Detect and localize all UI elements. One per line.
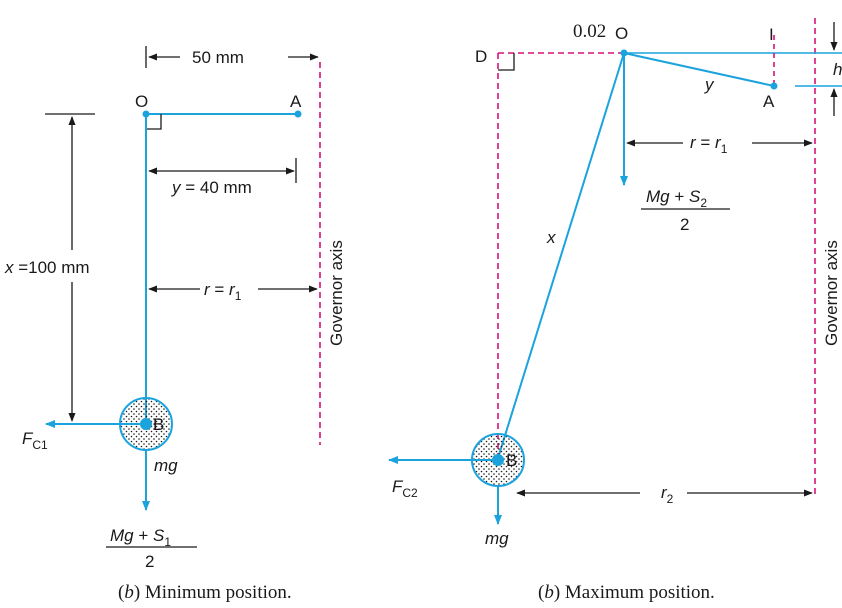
right-dimr2-label: r2 bbox=[661, 483, 674, 506]
right-label-x: x bbox=[546, 228, 556, 247]
right-label-i: I bbox=[769, 25, 774, 44]
right-mg-label: mg bbox=[485, 529, 509, 548]
left-force-fc1-label: FC1 bbox=[22, 429, 48, 452]
right-label-d: D bbox=[475, 47, 487, 66]
right-arm-oa bbox=[623, 52, 775, 87]
right-caption: (b) Maximum position. bbox=[538, 582, 715, 603]
left-pivot-a bbox=[294, 110, 302, 118]
right-load-denominator: 2 bbox=[680, 215, 689, 234]
right-load-numerator: Mg + S2 bbox=[646, 187, 707, 210]
right-label-o: O bbox=[615, 24, 628, 43]
left-label-b: B bbox=[153, 415, 164, 434]
left-right-angle-mark bbox=[146, 114, 162, 130]
right-force-fc2-label: FC2 bbox=[392, 477, 418, 500]
right-dimr1-label: r = r1 bbox=[690, 133, 728, 156]
right-label-y: y bbox=[704, 75, 715, 94]
left-dimx-label: x =100 mm bbox=[4, 258, 90, 277]
left-dim50-label: 50 mm bbox=[192, 48, 244, 67]
left-load-denominator: 2 bbox=[145, 552, 154, 571]
left-label-o: O bbox=[135, 92, 148, 111]
right-label-a: A bbox=[763, 92, 775, 111]
left-figure: Governor axis O A B FC1 mg Mg + S1 2 50 … bbox=[4, 46, 346, 603]
left-ball-center bbox=[140, 418, 152, 430]
left-load-numerator: Mg + S1 bbox=[110, 526, 171, 549]
right-d-right-angle bbox=[498, 53, 515, 71]
left-dimr-label: r = r1 bbox=[204, 280, 242, 303]
right-label-b: B bbox=[506, 451, 517, 470]
left-governor-axis-label: Governor axis bbox=[327, 240, 346, 346]
right-figure: Governor axis D I O A y h x Mg + S2 2 bbox=[388, 18, 842, 603]
right-label-h: h bbox=[833, 60, 842, 79]
right-arm-ob bbox=[497, 52, 625, 459]
top-fragment-text: 0.02 bbox=[573, 21, 606, 42]
left-caption: (b) Minimum position. bbox=[118, 582, 292, 603]
left-mg-label: mg bbox=[154, 456, 178, 475]
right-ball-center bbox=[492, 454, 504, 466]
left-dimy-label: y = 40 mm bbox=[171, 178, 252, 197]
right-governor-axis-label: Governor axis bbox=[822, 240, 841, 346]
right-pivot-a bbox=[770, 82, 778, 90]
left-label-a: A bbox=[290, 92, 302, 111]
